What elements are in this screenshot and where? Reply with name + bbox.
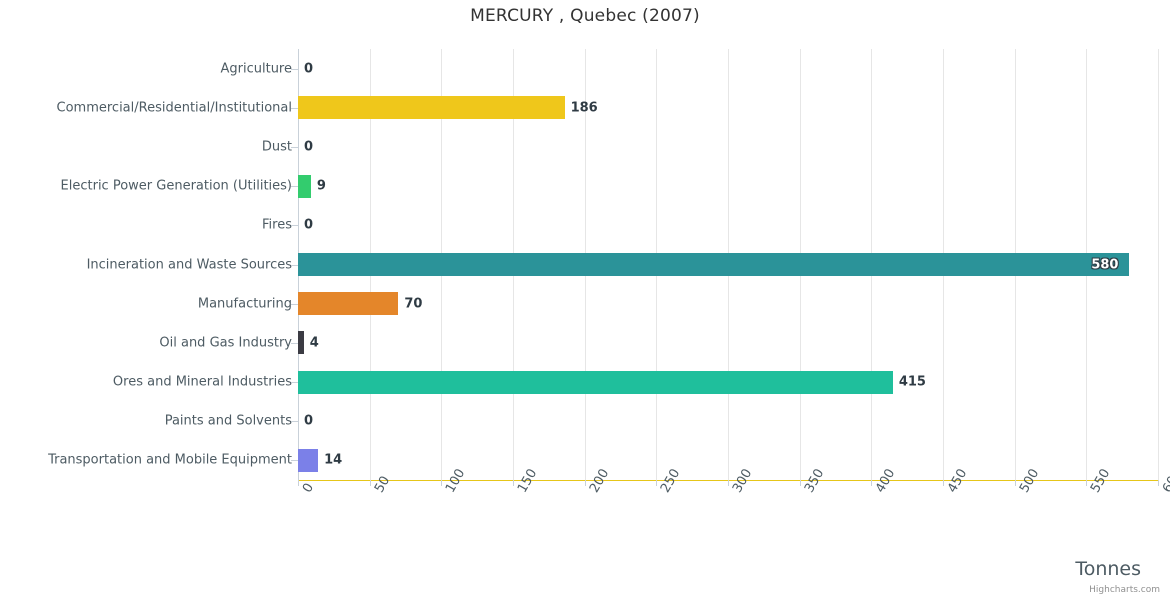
bar-value-label: 0 [304, 139, 314, 155]
x-axis-tick-labels: 0 50 100 150 200 250 300 350 400 450 500 550 600 [298, 466, 1170, 540]
bar-row[interactable]: 9 [298, 174, 1158, 198]
y-axis-tickmark [291, 264, 298, 266]
bar[interactable] [298, 174, 311, 198]
x-axis-tickmark [871, 480, 873, 486]
highcharts-credits: Highcharts.com [1089, 585, 1160, 595]
bar-row[interactable]: 70 [298, 292, 1158, 316]
x-axis-tick-label: 600 [1160, 466, 1170, 496]
bar-value-label: 0 [304, 413, 314, 429]
y-axis-category-label: Oil and Gas Industry [159, 335, 292, 351]
y-axis-tickmark [291, 382, 298, 384]
y-axis-tickmark [291, 460, 298, 462]
bar-row[interactable]: 4 [298, 331, 1158, 355]
x-axis-tickmark [656, 480, 658, 486]
x-axis-tickmark [1158, 480, 1159, 486]
bar-row[interactable]: 0 [298, 214, 1158, 237]
x-axis-tickmark [799, 480, 801, 486]
y-axis-tickmark [291, 107, 298, 109]
y-axis-category-label: Electric Power Generation (Utilities) [60, 178, 292, 194]
bar-value-label: 415 [898, 374, 926, 390]
x-axis-tickmark [441, 480, 443, 486]
x-axis-tickmark [1014, 480, 1016, 486]
y-axis-category-label: Incineration and Waste Sources [86, 257, 292, 272]
y-axis-category-label: Paints and Solvents [164, 413, 292, 429]
y-axis-tickmark [291, 421, 298, 423]
bar-row[interactable]: 186 [298, 96, 1158, 120]
y-axis-tickmark [291, 225, 298, 227]
bar[interactable] [298, 370, 893, 394]
bar-value-label: 0 [304, 61, 314, 77]
y-axis-tickmark [291, 68, 298, 70]
x-axis-tickmark [298, 480, 299, 486]
bar-value-label: 580 [1091, 257, 1119, 272]
y-axis-tickmark [291, 186, 298, 188]
bar-value-label: 0 [304, 217, 314, 233]
x-axis-tickmark [369, 480, 371, 486]
bar-row[interactable]: 580 [298, 253, 1158, 276]
gridline [1158, 49, 1159, 480]
x-axis-tickmark [728, 480, 729, 486]
bar-value-label: 186 [570, 100, 598, 116]
bar-row[interactable]: 14 [298, 448, 1158, 472]
y-axis-category-labels: Agriculture Commercial/Residential/Instit… [0, 49, 298, 480]
bar[interactable] [298, 331, 304, 355]
x-axis-tickmark [1086, 480, 1088, 486]
x-axis-tickmark [943, 480, 944, 486]
x-axis-tickmark [584, 480, 586, 486]
y-axis-tickmark [291, 146, 298, 148]
y-axis-category-label: Ores and Mineral Industries [112, 374, 292, 390]
bar-row[interactable]: 0 [298, 135, 1158, 158]
bar[interactable] [298, 253, 1130, 276]
bar[interactable] [298, 292, 399, 316]
y-axis-category-label: Commercial/Residential/Institutional [56, 100, 293, 116]
y-axis-category-label: Dust [261, 139, 292, 155]
bar-value-label: 70 [404, 296, 423, 312]
plot-area: 0 186 0 9 0 580 70 4 415 0 14 [298, 49, 1159, 480]
bar-row[interactable]: 0 [298, 57, 1158, 80]
bar-value-label: 9 [316, 178, 326, 194]
bar-value-label: 4 [309, 335, 319, 351]
bar-row[interactable]: 0 [298, 410, 1158, 433]
x-axis-title: Tonnes [1075, 558, 1141, 580]
bar-value-label: 14 [324, 452, 343, 468]
y-axis-category-label: Manufacturing [197, 296, 292, 312]
y-axis-category-label: Transportation and Mobile Equipment [48, 452, 292, 468]
bar[interactable] [298, 96, 565, 120]
x-axis-tickmark [513, 480, 514, 486]
y-axis-tickmark [291, 303, 298, 305]
y-axis-category-label: Fires [262, 217, 292, 233]
y-axis-tickmark [291, 342, 298, 344]
x-axis-tick-label: 0 [300, 480, 318, 496]
bar[interactable] [298, 448, 319, 472]
chart-title: MERCURY , Quebec (2007) [470, 6, 700, 26]
y-axis-category-label: Agriculture [220, 61, 293, 77]
bar-row[interactable]: 415 [298, 370, 1158, 394]
